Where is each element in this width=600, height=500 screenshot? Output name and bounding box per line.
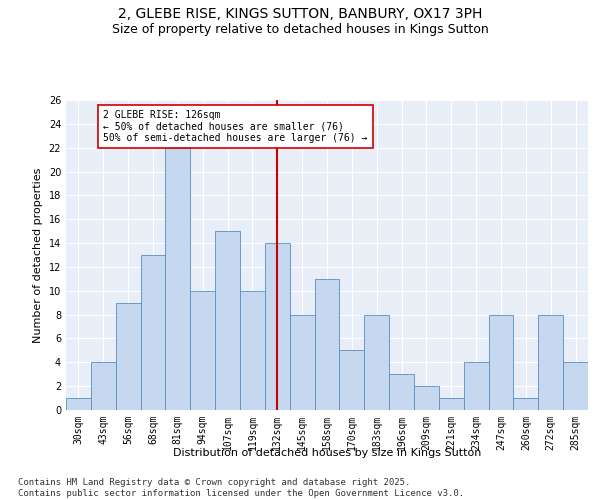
Bar (314, 279, 340, 410)
Bar (340, 350, 364, 410)
Bar (140, 255, 166, 410)
Bar (290, 314, 314, 410)
Bar (265, 243, 290, 410)
Bar (488, 314, 514, 410)
Bar (190, 291, 215, 410)
Bar (240, 291, 265, 410)
Bar (514, 398, 538, 410)
Bar (66, 398, 91, 410)
Bar (439, 398, 464, 410)
Bar (389, 374, 414, 410)
Text: Contains HM Land Registry data © Crown copyright and database right 2025.
Contai: Contains HM Land Registry data © Crown c… (18, 478, 464, 498)
Y-axis label: Number of detached properties: Number of detached properties (33, 168, 43, 342)
Bar (563, 362, 588, 410)
Bar (538, 314, 563, 410)
Bar (166, 148, 190, 410)
Bar (116, 302, 140, 410)
Bar (215, 231, 240, 410)
Bar (414, 386, 439, 410)
Bar (364, 314, 389, 410)
Bar (91, 362, 116, 410)
Text: 2 GLEBE RISE: 126sqm
← 50% of detached houses are smaller (76)
50% of semi-detac: 2 GLEBE RISE: 126sqm ← 50% of detached h… (103, 110, 368, 142)
Text: Distribution of detached houses by size in Kings Sutton: Distribution of detached houses by size … (173, 448, 481, 458)
Text: Size of property relative to detached houses in Kings Sutton: Size of property relative to detached ho… (112, 22, 488, 36)
Bar (464, 362, 488, 410)
Text: 2, GLEBE RISE, KINGS SUTTON, BANBURY, OX17 3PH: 2, GLEBE RISE, KINGS SUTTON, BANBURY, OX… (118, 8, 482, 22)
